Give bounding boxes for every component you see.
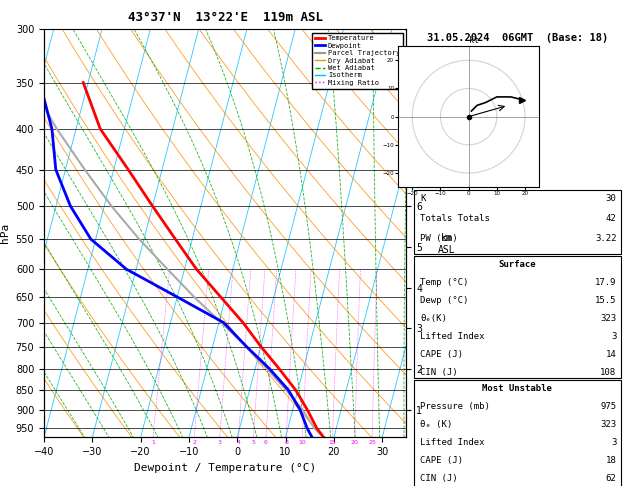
Text: 20: 20 — [351, 440, 359, 445]
Text: CIN (J): CIN (J) — [421, 367, 458, 377]
Text: PW (cm): PW (cm) — [421, 234, 458, 243]
Text: 17.9: 17.9 — [595, 278, 616, 287]
Text: 25: 25 — [369, 440, 376, 445]
Text: 42: 42 — [606, 214, 616, 223]
Title: 43°37'N  13°22'E  119m ASL: 43°37'N 13°22'E 119m ASL — [128, 11, 323, 24]
Text: 323: 323 — [600, 420, 616, 429]
Text: Lifted Index: Lifted Index — [421, 331, 485, 341]
Text: Pressure (mb): Pressure (mb) — [421, 402, 491, 411]
Text: 15.5: 15.5 — [595, 296, 616, 305]
Text: CIN (J): CIN (J) — [421, 474, 458, 483]
Text: 10: 10 — [298, 440, 306, 445]
Text: K: K — [421, 194, 426, 204]
Text: 3: 3 — [611, 331, 616, 341]
Text: Temp (°C): Temp (°C) — [421, 278, 469, 287]
Text: Lifted Index: Lifted Index — [421, 438, 485, 447]
Text: 3: 3 — [218, 440, 222, 445]
Text: 975: 975 — [600, 402, 616, 411]
Text: 6: 6 — [264, 440, 268, 445]
Text: 108: 108 — [600, 367, 616, 377]
Text: Most Unstable: Most Unstable — [482, 384, 552, 393]
Text: kt: kt — [469, 36, 479, 45]
Text: 15: 15 — [328, 440, 337, 445]
Text: 4: 4 — [237, 440, 240, 445]
Text: CAPE (J): CAPE (J) — [421, 349, 464, 359]
Text: 18: 18 — [606, 456, 616, 465]
Text: 8: 8 — [284, 440, 288, 445]
Text: Surface: Surface — [499, 260, 536, 269]
Text: 3.22: 3.22 — [595, 234, 616, 243]
Text: 3: 3 — [611, 438, 616, 447]
X-axis label: Dewpoint / Temperature (°C): Dewpoint / Temperature (°C) — [134, 463, 316, 473]
Y-axis label: hPa: hPa — [0, 223, 10, 243]
Legend: Temperature, Dewpoint, Parcel Trajectory, Dry Adiabat, Wet Adiabat, Isotherm, Mi: Temperature, Dewpoint, Parcel Trajectory… — [312, 33, 403, 88]
Text: 2: 2 — [192, 440, 196, 445]
Text: 5: 5 — [252, 440, 255, 445]
Text: θₑ(K): θₑ(K) — [421, 313, 447, 323]
Text: 14: 14 — [606, 349, 616, 359]
Text: CAPE (J): CAPE (J) — [421, 456, 464, 465]
Y-axis label: km
ASL: km ASL — [438, 233, 456, 255]
Text: Dewp (°C): Dewp (°C) — [421, 296, 469, 305]
Text: 31.05.2024  06GMT  (Base: 18): 31.05.2024 06GMT (Base: 18) — [426, 33, 608, 43]
Text: 62: 62 — [606, 474, 616, 483]
Text: θₑ (K): θₑ (K) — [421, 420, 453, 429]
Text: 323: 323 — [600, 313, 616, 323]
Text: 30: 30 — [606, 194, 616, 204]
Text: Totals Totals: Totals Totals — [421, 214, 491, 223]
Text: 1: 1 — [151, 440, 155, 445]
